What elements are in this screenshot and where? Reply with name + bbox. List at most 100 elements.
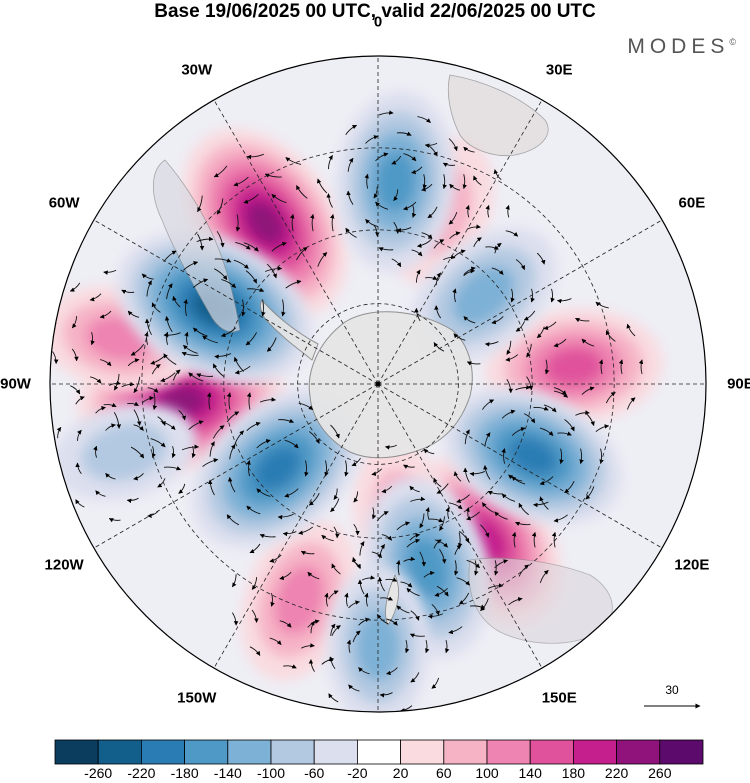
- wind-arrow: [214, 258, 232, 263]
- wind-arrow: [466, 511, 480, 521]
- wind-arrow: [473, 237, 482, 248]
- wind-arrow: [191, 446, 197, 459]
- wind-arrow: [344, 592, 349, 607]
- wind-arrow: [433, 539, 442, 549]
- wind-arrow: [127, 310, 140, 318]
- colorbar: [54, 739, 704, 765]
- africa: [447, 74, 549, 156]
- wind-arrow: [518, 564, 530, 577]
- wind-arrow: [485, 204, 490, 218]
- wind-arrow: [533, 501, 549, 508]
- wind-arrow: [164, 331, 169, 345]
- wind-arrow: [207, 479, 215, 496]
- wind-arrow: [627, 397, 636, 410]
- wind-arrow: [463, 266, 476, 275]
- wind-arrow: [206, 392, 212, 410]
- wind-arrow: [216, 231, 225, 248]
- wind-arrow: [515, 384, 531, 391]
- brand-logo: MODES©: [627, 35, 736, 58]
- wind-arrow: [452, 288, 457, 303]
- wind-arrow: [233, 176, 249, 187]
- wind-arrow: [467, 224, 481, 230]
- wind-arrow: [279, 620, 292, 628]
- wind-arrow: [448, 138, 458, 152]
- wind-arrow: [595, 301, 609, 309]
- wind-arrow: [309, 213, 315, 232]
- map-boundary: [49, 55, 707, 713]
- wind-arrow: [364, 592, 369, 607]
- wind-arrow: [344, 460, 349, 477]
- wind-arrow: [333, 488, 339, 500]
- wind-arrow: [235, 214, 241, 232]
- wind-arrow: [377, 576, 386, 592]
- wind-arrow: [505, 204, 510, 218]
- wind-arrow: [308, 659, 315, 672]
- wind-arrow: [491, 267, 504, 275]
- wind-arrow: [501, 409, 516, 419]
- wind-arrow: [281, 299, 286, 317]
- wind-arrow: [89, 293, 102, 302]
- wind-arrow: [511, 476, 526, 485]
- wind-arrow: [103, 402, 117, 408]
- colorbar-swatch: [184, 739, 229, 765]
- wind-arrow: [163, 466, 182, 471]
- wind-arrow: [133, 424, 144, 431]
- longitude-label: 0: [373, 13, 383, 31]
- wind-arrow: [386, 618, 398, 626]
- wind-arrow: [474, 560, 479, 576]
- colorbar-swatch: [573, 739, 618, 765]
- wind-arrow: [345, 124, 358, 135]
- wind-arrow: [406, 538, 421, 548]
- wind-arrow: [256, 439, 271, 449]
- colorbar-tick: -260: [84, 765, 113, 781]
- wind-arrow: [506, 379, 514, 394]
- wind-arrow: [269, 554, 282, 563]
- wind-arrow: [482, 502, 494, 513]
- wind-arrow: [515, 321, 525, 332]
- wind-arrow: [266, 263, 277, 279]
- wind-arrow: [348, 684, 360, 692]
- wind-arrow: [585, 412, 595, 427]
- wind-arrow: [434, 305, 442, 319]
- wind-arrow: [171, 446, 177, 459]
- wind-arrow: [581, 386, 595, 395]
- wind-arrow: [581, 338, 595, 347]
- wind-arrow: [518, 502, 529, 516]
- wind-arrow: [409, 633, 425, 638]
- wind-arrow: [530, 288, 535, 303]
- wind-arrow: [526, 343, 532, 358]
- wind-arrow: [539, 427, 554, 436]
- longitude-label: 150E: [541, 689, 577, 707]
- wind-arrow: [381, 534, 393, 541]
- wind-arrow: [544, 359, 550, 375]
- wind-arrow: [75, 396, 85, 405]
- wind-arrow: [130, 343, 145, 356]
- wind-arrow: [214, 353, 232, 359]
- wind-arrow: [298, 526, 314, 535]
- wind-arrow: [422, 174, 427, 190]
- wind-arrow: [278, 418, 294, 423]
- wind-arrow: [103, 269, 117, 275]
- wind-arrow: [484, 341, 499, 347]
- wind-arrow: [362, 713, 374, 715]
- wind-arrow: [307, 571, 320, 580]
- wind-arrow: [326, 193, 333, 208]
- wind-arrow: [501, 448, 506, 464]
- wind-arrow: [433, 342, 445, 352]
- wind-arrow: [196, 373, 214, 378]
- wind-arrow: [188, 372, 204, 382]
- wind-arrow: [317, 252, 328, 267]
- wind-arrow: [229, 444, 236, 460]
- wind-arrow: [605, 330, 616, 342]
- wind-arrow: [410, 672, 420, 683]
- wind-arrow: [358, 667, 370, 675]
- wind-arrow: [193, 278, 209, 288]
- wind-arrow: [386, 667, 398, 676]
- colorbar-tick: -180: [170, 765, 199, 781]
- wind-arrow: [95, 406, 106, 414]
- wind-arrow: [433, 239, 445, 249]
- longitude-label: 150W: [177, 689, 217, 707]
- wind-arrow: [410, 496, 426, 502]
- wind-arrow: [197, 233, 205, 251]
